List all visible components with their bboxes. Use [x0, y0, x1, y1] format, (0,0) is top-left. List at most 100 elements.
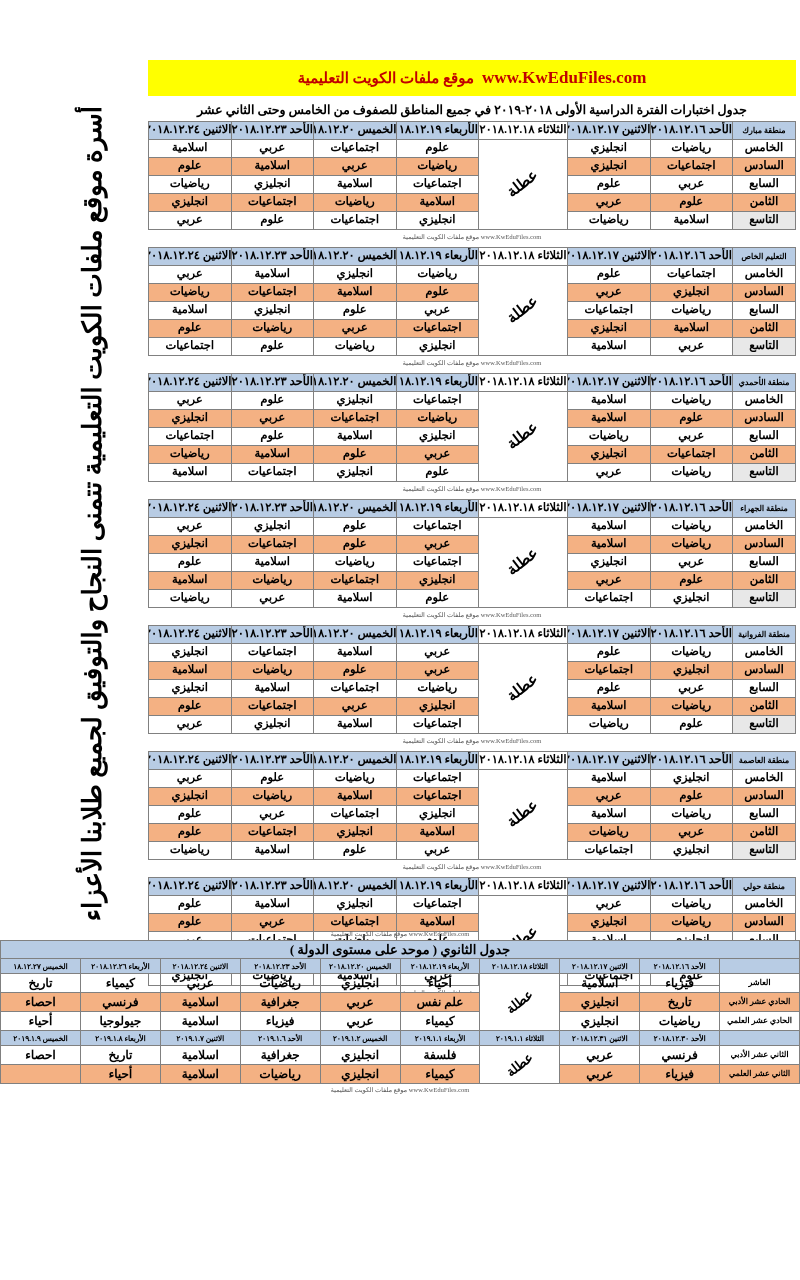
watermark-below-secondary: www.KwEduFiles.com موقع ملفات الكويت الت… — [0, 1084, 800, 1096]
holiday-label: عطلة — [504, 292, 542, 327]
subject-cell: علوم — [567, 679, 651, 698]
region-name-header: منطقة مبارك — [732, 121, 796, 140]
subject-cell: رياضيات — [649, 517, 733, 536]
subject-cell: علوم — [230, 427, 314, 446]
holiday-cell: عطلة — [479, 1045, 561, 1084]
watermark: www.KwEduFiles.com موقع ملفات الكويت الت… — [148, 482, 796, 499]
subject-cell: اجتماعيات — [395, 715, 479, 734]
subject-cell: اجتماعيات — [230, 463, 314, 482]
secondary-date-header-cell: الاثنين ٢٠١٨.١٢.٢٤ — [159, 958, 241, 974]
secondary-grade-label: الحادي عشر العلمي — [719, 1011, 800, 1031]
subject-cell: اسلامية — [230, 679, 314, 698]
subject-cell: عربي — [649, 823, 733, 842]
subject-cell: انجليزي — [230, 517, 314, 536]
subject-cell: اسلامية — [159, 1045, 241, 1065]
table-header-row: منطقة الجهراء الأحد ٢٠١٨.١٢.١٦ الاثنين ٢٠١… — [148, 499, 796, 518]
subject-cell: علوم — [230, 211, 314, 230]
subject-cell: انجليزي — [319, 973, 401, 993]
holiday-cell: عطلة — [479, 973, 561, 1031]
subject-cell: عربي — [313, 697, 397, 716]
subject-cell: كيمياء — [79, 973, 161, 993]
subject-cell — [0, 1064, 81, 1084]
subject-cell: تاريخ — [639, 992, 721, 1012]
table-row: السابع عربي رياضيات انجليزي اسلامية علوم اجتما… — [148, 427, 796, 446]
subject-cell: انجليزي — [313, 265, 397, 284]
subject-cell: فرنسي — [639, 1045, 721, 1065]
table-row: السابع رياضيات اجتماعيات عربي علوم انجليزي اسل… — [148, 301, 796, 320]
grade-label-cell: السادس — [732, 913, 796, 932]
subject-cell: رياضيات — [567, 427, 651, 446]
region-schedule-table: منطقة مبارك الأحد ٢٠١٨.١٢.١٦ الاثنين ٢٠١٨.… — [148, 121, 796, 230]
subject-cell: عربي — [395, 661, 479, 680]
subject-cell: اجتماعيات — [395, 319, 479, 338]
secondary-schedule-section: www.KwEduFiles.com موقع ملفات الكويت الت… — [0, 930, 800, 1096]
grade-label-cell: السادس — [732, 535, 796, 554]
subject-cell: رياضيات — [639, 1011, 721, 1031]
subject-cell: علوم — [148, 805, 232, 824]
region-block: منطقة مبارك الأحد ٢٠١٨.١٢.١٦ الاثنين ٢٠١٨.… — [148, 121, 796, 247]
subject-cell: انجليزي — [395, 571, 479, 590]
secondary-date-header-cell: الأربعاء ٢٠١٨.١٢.٢٦ — [79, 958, 161, 974]
subject-cell: اسلامية — [230, 553, 314, 572]
subject-cell: عربي — [567, 787, 651, 806]
subject-cell: علوم — [148, 895, 232, 914]
subject-cell: اجتماعيات — [148, 337, 232, 356]
secondary-date-header-cell: الأربعاء ٢٠١٩.١.١ — [399, 1030, 481, 1046]
grade-label-cell: التاسع — [732, 463, 796, 482]
subject-cell: عربي — [559, 1064, 641, 1084]
subject-cell: علوم — [567, 175, 651, 194]
region-name-header: منطقة الفروانية — [732, 625, 796, 644]
subject-cell: انجليزي — [313, 391, 397, 410]
subject-cell: انجليزي — [319, 1064, 401, 1084]
holiday-cell: عطلة — [478, 643, 568, 734]
grade-label-cell: السادس — [732, 157, 796, 176]
subject-cell: فيزياء — [639, 973, 721, 993]
subject-cell: كيمياء — [399, 1011, 481, 1031]
subject-cell: علوم — [313, 517, 397, 536]
region-schedule-table: منطقة الأحمدي الأحد ٢٠١٨.١٢.١٦ الاثنين ٢٠١… — [148, 373, 796, 482]
grade-label-cell: الثامن — [732, 193, 796, 212]
subject-cell: اجتماعيات — [230, 697, 314, 716]
date-header-cell: الثلاثاء ٢٠١٨.١٢.١٨ — [478, 373, 568, 392]
date-header-cell: الأحد ٢٠١٨.١٢.٢٣ — [230, 121, 314, 140]
banner-url: www.KwEduFiles.com — [482, 68, 647, 87]
subject-cell: انجليزي — [395, 697, 479, 716]
holiday-label: عطلة — [504, 796, 542, 831]
subject-cell: انجليزي — [313, 463, 397, 482]
table-row: الخامس رياضيات علوم عطلة عربي اسلامية اجتماعيا… — [148, 643, 796, 734]
secondary-title-row: جدول الثانوي ( موحد على مستوى الدولة ) — [0, 940, 800, 959]
date-header-cell: الأربعاء ٢٠١٨.١٢.١٩ — [395, 247, 479, 266]
table-row: السادس انجليزي عربي علوم اسلامية اجتماعيات ريا… — [148, 283, 796, 302]
subject-cell: انجليزي — [649, 841, 733, 860]
subject-cell: انجليزي — [148, 787, 232, 806]
region-schedule-table: منطقة الجهراء الأحد ٢٠١٨.١٢.١٦ الاثنين ٢٠١… — [148, 499, 796, 608]
holiday-cell: عطلة — [478, 265, 568, 356]
subject-cell: اسلامية — [567, 535, 651, 554]
subject-cell: عربي — [395, 535, 479, 554]
table-row: السادس اجتماعيات انجليزي رياضيات عربي اسلامية… — [148, 157, 796, 176]
subject-cell: رياضيات — [148, 283, 232, 302]
table-row: الخامس رياضيات اسلامية عطلة اجتماعيات انجليزي… — [148, 391, 796, 482]
subject-cell: انجليزي — [313, 823, 397, 842]
subject-cell: رياضيات — [649, 895, 733, 914]
subject-cell: علوم — [649, 571, 733, 590]
subject-cell: عربي — [230, 913, 314, 932]
holiday-label: عطلة — [503, 1049, 536, 1080]
subject-cell: رياضيات — [649, 301, 733, 320]
subject-cell: اسلامية — [395, 913, 479, 932]
watermark-arabic: موقع ملفات الكويت التعليمية — [402, 612, 481, 619]
subject-cell: رياضيات — [649, 913, 733, 932]
region-name-header: منطقة الأحمدي — [732, 373, 796, 392]
subject-cell: عربي — [395, 841, 479, 860]
subject-cell: رياضيات — [239, 1064, 321, 1084]
table-row: السادس رياضيات اسلامية عربي علوم اجتماعيات انج… — [148, 535, 796, 554]
date-header-cell: الاثنين ٢٠١٨.١٢.٢٤ — [148, 625, 232, 644]
secondary-date-header-cell: الاثنين ٢٠١٨.١٢.١٧ — [559, 958, 641, 974]
subject-cell: علوم — [649, 715, 733, 734]
grade-label-cell: الثامن — [732, 571, 796, 590]
date-header-cell: الاثنين ٢٠١٨.١٢.١٧ — [567, 751, 651, 770]
subject-cell: تاريخ — [79, 1045, 161, 1065]
grade-label-cell: الخامس — [732, 265, 796, 284]
subject-cell: اسلامية — [567, 697, 651, 716]
date-header-cell: الأحد ٢٠١٨.١٢.٢٣ — [230, 625, 314, 644]
